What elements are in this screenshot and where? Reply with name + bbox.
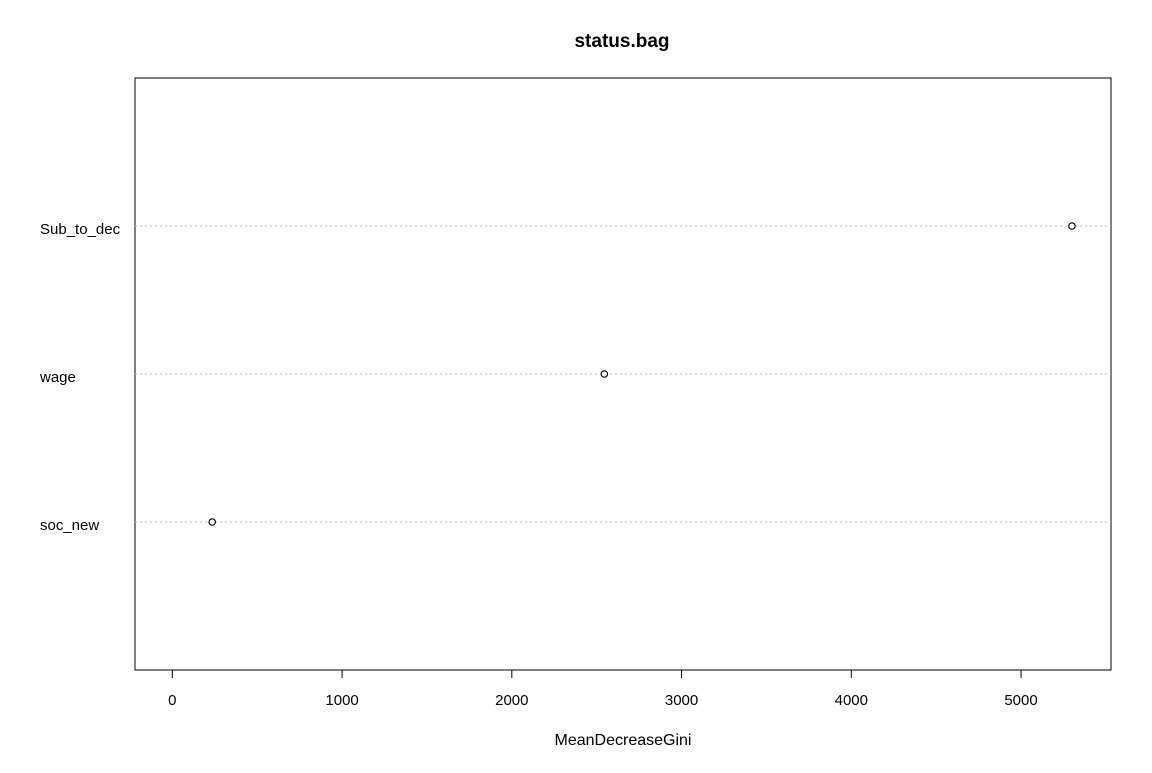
point-soc_new	[208, 518, 217, 526]
chart-title: status.bag	[574, 31, 669, 52]
x-tick-label-0: 0	[168, 692, 176, 709]
x-tick-label-4000: 4000	[835, 692, 868, 709]
point-wage	[600, 370, 609, 378]
x-tick-label-5000: 5000	[1004, 692, 1037, 709]
category-label-wage: wage	[39, 369, 76, 386]
x-axis-label: MeanDecreaseGini	[555, 732, 692, 749]
point-Sub_to_dec	[1068, 222, 1076, 230]
x-tick-label-2000: 2000	[495, 692, 528, 709]
category-label-soc_new: soc_new	[40, 517, 99, 534]
x-tick-label-3000: 3000	[665, 692, 698, 709]
data-points	[208, 222, 1076, 526]
category-label-Sub_to_dec: Sub_to_dec	[40, 221, 121, 238]
x-axis: 0 1000 2000 3000 4000 5000	[168, 669, 1038, 709]
x-tick-label-1000: 1000	[325, 692, 358, 709]
grid-lines	[135, 225, 1111, 523]
